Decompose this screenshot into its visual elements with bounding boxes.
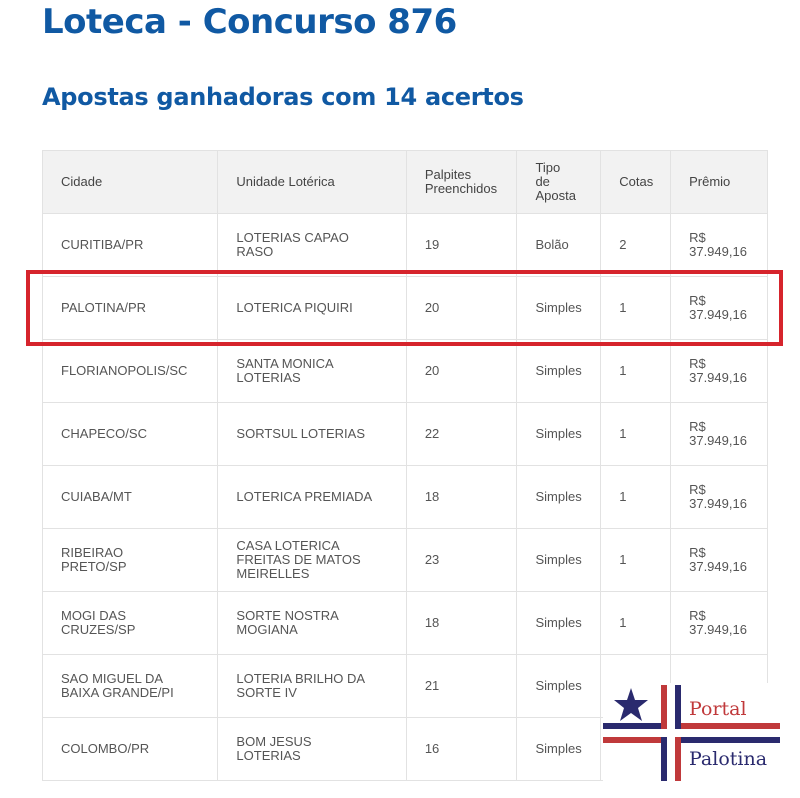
cell-cotas: 1 [600, 402, 672, 466]
header-cidade: Cidade [41, 150, 219, 214]
cell-cidade: FLORIANOPOLIS/SC [41, 339, 219, 403]
table-row: CHAPECO/SC SORTSUL LOTERIAS 22 Simples 1 R$ 3… [41, 402, 768, 466]
cell-unidade: LOTERIA BRILHO DA SORTE IV [217, 654, 407, 718]
portal-palotina-logo: Portal Palotina [603, 683, 783, 783]
cell-unidade: SANTA MONICA LOTERIAS [217, 339, 407, 403]
cell-premio: R$ 37.949,16 [670, 465, 768, 529]
cell-cidade: CUIABA/MT [41, 465, 219, 529]
cell-cidade: SAO MIGUEL DA BAIXA GRANDE/PI [41, 654, 219, 718]
header-premio: Prêmio [670, 150, 768, 214]
cell-unidade: CASA LOTERICA FREITAS DE MATOS MEIRELLES [217, 528, 407, 592]
cell-premio: R$ 37.949,16 [670, 528, 768, 592]
table-row: FLORIANOPOLIS/SC SANTA MONICA LOTERIAS 20 S… [41, 339, 768, 403]
table-header-row: Cidade Unidade Lotérica Palpites Preench… [41, 150, 768, 214]
cell-unidade: SORTE NOSTRA MOGIANA [217, 591, 407, 655]
winners-table: Cidade Unidade Lotérica Palpites Preench… [41, 150, 768, 781]
cell-palpites: 21 [405, 654, 518, 718]
table-row: CURITIBA/PR LOTERIAS CAPAO RASO 19 Bolão 2 R$… [41, 213, 768, 277]
page-title: Loteca - Concurso 876 [42, 2, 457, 42]
table-row: PALOTINA/PR LOTERICA PIQUIRI 20 Simples 1 R$ … [41, 276, 768, 340]
cell-cidade: CURITIBA/PR [41, 213, 219, 277]
cell-tipo: Simples [516, 654, 602, 718]
cell-palpites: 20 [405, 339, 518, 403]
cell-palpites: 22 [405, 402, 518, 466]
cell-premio: R$ 37.949,16 [670, 591, 768, 655]
header-palpites: Palpites Preenchidos [405, 150, 518, 214]
svg-text:Portal: Portal [689, 698, 747, 720]
table-row: MOGI DAS CRUZES/SP SORTE NOSTRA MOGIANA 18… [41, 591, 768, 655]
cell-tipo: Simples [516, 528, 602, 592]
highlight-box [26, 270, 783, 346]
section-title: Apostas ganhadoras com 14 acertos [42, 83, 524, 111]
cell-unidade: LOTERIAS CAPAO RASO [217, 213, 407, 277]
cell-tipo: Simples [516, 591, 602, 655]
cell-cidade: MOGI DAS CRUZES/SP [41, 591, 219, 655]
cell-premio: R$ 37.949,16 [670, 402, 768, 466]
cell-palpites: 23 [405, 528, 518, 592]
header-cotas: Cotas [600, 150, 672, 214]
cell-unidade: LOTERICA PIQUIRI [217, 276, 407, 340]
cell-tipo: Simples [516, 717, 602, 781]
cell-tipo: Simples [516, 402, 602, 466]
cell-unidade: LOTERICA PREMIADA [217, 465, 407, 529]
star-icon [614, 688, 648, 721]
cell-unidade: BOM JESUS LOTERIAS [217, 717, 407, 781]
cell-tipo: Simples [516, 465, 602, 529]
cell-cidade: CHAPECO/SC [41, 402, 219, 466]
cell-cidade: RIBEIRAO PRETO/SP [41, 528, 219, 592]
table-row: CUIABA/MT LOTERICA PREMIADA 18 Simples 1 R$ 3… [41, 465, 768, 529]
cell-cotas: 2 [600, 213, 672, 277]
cell-palpites: 18 [405, 465, 518, 529]
cell-cotas: 1 [600, 528, 672, 592]
cell-palpites: 16 [405, 717, 518, 781]
cell-premio: R$ 37.949,16 [670, 339, 768, 403]
svg-text:Palotina: Palotina [689, 748, 767, 770]
cell-unidade: SORTSUL LOTERIAS [217, 402, 407, 466]
cell-palpites: 19 [405, 213, 518, 277]
cell-tipo: Simples [516, 339, 602, 403]
table-row: SAO MIGUEL DA BAIXA GRANDE/PI LOTERIA BRI… [41, 654, 768, 718]
cell-cotas: 1 [600, 339, 672, 403]
cell-cotas: 1 [600, 591, 672, 655]
cell-premio: R$ 37.949,16 [670, 213, 768, 277]
cell-premio: R$ 37.949,16 [670, 276, 768, 340]
cell-cidade: COLOMBO/PR [41, 717, 219, 781]
header-tipo: Tipo de Aposta [516, 150, 602, 214]
cell-tipo: Bolão [516, 213, 602, 277]
cell-cotas: 1 [600, 465, 672, 529]
cell-palpites: 18 [405, 591, 518, 655]
cell-cotas: 1 [600, 276, 672, 340]
header-unidade: Unidade Lotérica [217, 150, 407, 214]
table-row: RIBEIRAO PRETO/SP CASA LOTERICA FREITAS D… [41, 528, 768, 592]
